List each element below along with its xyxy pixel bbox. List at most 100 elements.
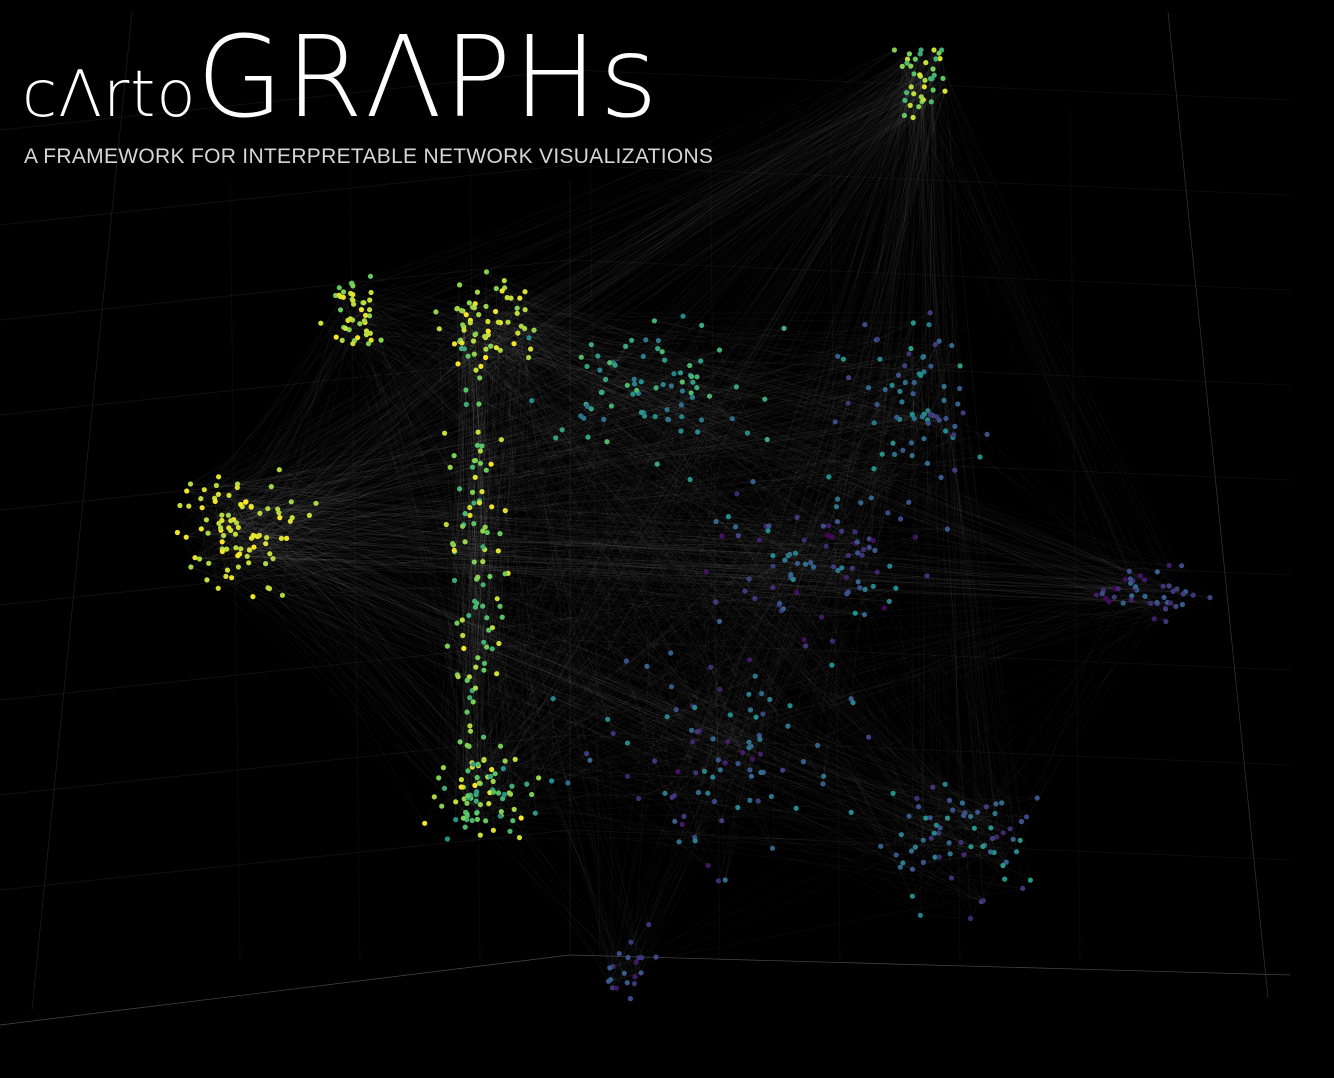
graph-node[interactable] [501, 278, 507, 284]
graph-node[interactable] [256, 532, 262, 539]
graph-node[interactable] [849, 565, 855, 571]
graph-node[interactable] [756, 732, 762, 739]
graph-node[interactable] [927, 815, 933, 821]
graph-node[interactable] [462, 539, 468, 545]
graph-node[interactable] [526, 354, 532, 361]
graph-node[interactable] [923, 60, 929, 66]
graph-node[interactable] [497, 603, 503, 609]
graph-node[interactable] [187, 481, 194, 487]
graph-node[interactable] [201, 487, 207, 493]
graph-node[interactable] [461, 327, 467, 333]
graph-node[interactable] [678, 428, 684, 434]
graph-node[interactable] [671, 371, 677, 377]
graph-node[interactable] [834, 519, 841, 525]
graph-node[interactable] [234, 484, 240, 491]
graph-node[interactable] [781, 325, 787, 331]
graph-node[interactable] [470, 338, 477, 344]
graph-node[interactable] [1126, 568, 1132, 574]
graph-node[interactable] [910, 391, 916, 397]
graph-node[interactable] [787, 551, 793, 557]
graph-node[interactable] [746, 691, 752, 697]
graph-node[interactable] [735, 533, 742, 539]
graph-node[interactable] [1190, 592, 1196, 598]
graph-node[interactable] [931, 47, 937, 53]
graph-node[interactable] [821, 773, 827, 779]
graph-node[interactable] [451, 341, 458, 347]
graph-node[interactable] [652, 413, 658, 420]
graph-node[interactable] [233, 545, 239, 551]
graph-node[interactable] [229, 575, 235, 581]
graph-node[interactable] [858, 500, 864, 506]
graph-node[interactable] [464, 677, 470, 684]
graph-node[interactable] [746, 576, 752, 582]
graph-node[interactable] [522, 289, 528, 295]
graph-node[interactable] [500, 796, 506, 802]
graph-node[interactable] [474, 442, 480, 448]
graph-node[interactable] [462, 510, 468, 517]
graph-node[interactable] [942, 88, 948, 94]
graph-node[interactable] [472, 685, 479, 691]
graph-node[interactable] [911, 91, 917, 97]
graph-node[interactable] [1122, 576, 1129, 583]
graph-node[interactable] [921, 354, 927, 360]
graph-node[interactable] [199, 505, 205, 511]
graph-node[interactable] [928, 411, 934, 418]
graph-node[interactable] [711, 798, 718, 805]
graph-node[interactable] [598, 389, 604, 395]
graph-node[interactable] [666, 417, 672, 423]
graph-node[interactable] [476, 780, 482, 786]
graph-node[interactable] [441, 785, 448, 791]
graph-node[interactable] [1128, 597, 1134, 603]
graph-node[interactable] [1148, 600, 1154, 607]
graph-node[interactable] [840, 356, 847, 362]
graph-node[interactable] [722, 760, 728, 766]
graph-node[interactable] [482, 524, 488, 530]
graph-node[interactable] [874, 336, 881, 342]
graph-node[interactable] [471, 559, 477, 565]
graph-node[interactable] [908, 848, 915, 854]
graph-node[interactable] [933, 822, 940, 828]
graph-node[interactable] [810, 564, 817, 570]
graph-node[interactable] [267, 551, 273, 557]
graph-node[interactable] [607, 360, 613, 366]
graph-node[interactable] [489, 766, 495, 773]
graph-node[interactable] [680, 313, 686, 319]
graph-node[interactable] [725, 739, 731, 745]
graph-node[interactable] [871, 420, 877, 426]
graph-node[interactable] [854, 539, 860, 545]
graph-node[interactable] [357, 321, 363, 327]
graph-node[interactable] [757, 751, 764, 757]
graph-node[interactable] [333, 334, 339, 340]
node-layer[interactable] [174, 47, 1213, 1002]
graph-node[interactable] [752, 595, 758, 602]
graph-node[interactable] [808, 559, 814, 566]
graph-node[interactable] [654, 461, 660, 467]
graph-node[interactable] [706, 393, 713, 399]
graph-node[interactable] [362, 312, 369, 318]
graph-node[interactable] [846, 375, 852, 381]
graph-node[interactable] [454, 620, 460, 626]
graph-node[interactable] [947, 851, 953, 857]
graph-node[interactable] [235, 564, 241, 570]
graph-node[interactable] [489, 646, 495, 652]
graph-node[interactable] [909, 893, 916, 899]
graph-node[interactable] [507, 791, 514, 797]
graph-node[interactable] [608, 403, 615, 409]
graph-node[interactable] [204, 577, 210, 583]
graph-node[interactable] [473, 798, 479, 804]
graph-node[interactable] [461, 796, 467, 802]
graph-node[interactable] [1010, 836, 1016, 842]
graph-node[interactable] [644, 663, 650, 669]
graph-node[interactable] [910, 320, 916, 326]
graph-node[interactable] [755, 798, 761, 804]
graph-node[interactable] [263, 541, 269, 547]
graph-node[interactable] [621, 970, 627, 976]
graph-node[interactable] [1027, 877, 1033, 883]
graph-node[interactable] [549, 778, 555, 784]
graph-node[interactable] [516, 835, 523, 841]
graph-node[interactable] [960, 410, 966, 416]
graph-node[interactable] [473, 331, 479, 337]
graph-node[interactable] [284, 535, 290, 542]
graph-node[interactable] [188, 564, 194, 570]
